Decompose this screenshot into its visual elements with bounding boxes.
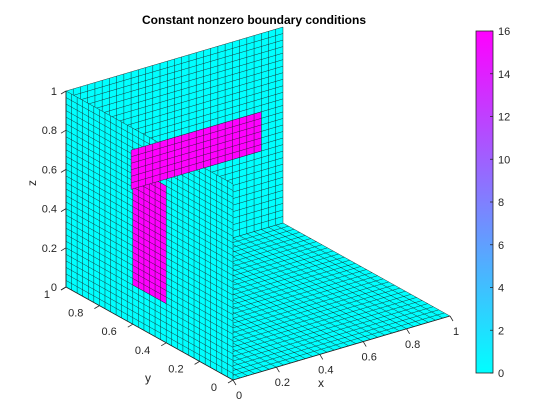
x-tick-label: 0	[236, 390, 242, 402]
z-axis-label: z	[25, 180, 39, 186]
z-tick-mark	[60, 286, 67, 291]
colorbar-tick-label: 4	[498, 283, 504, 295]
y-tick-label: 1	[44, 289, 50, 301]
colorbar-tick-label: 14	[498, 69, 510, 81]
z-tick-label: 0	[51, 282, 57, 294]
z-tick-label: 0.4	[42, 204, 57, 216]
x-tick-label: 0.8	[405, 339, 420, 351]
hot-patch-mesh	[132, 167, 167, 304]
colorbar-tick-label: 10	[498, 154, 510, 166]
x-tick-mark	[449, 315, 454, 322]
z-tick-label: 0.2	[42, 243, 57, 255]
z-tick-mark	[60, 208, 67, 212]
x-tick-mark	[232, 379, 237, 386]
y-tick-mark	[94, 305, 100, 309]
hot-patches	[130, 111, 262, 304]
x-tick-label: 1	[453, 326, 459, 338]
x-axis-line	[232, 315, 451, 381]
hot-patch-2	[130, 111, 262, 190]
x-tick-mark	[319, 354, 324, 360]
x-tick-label: 0.2	[275, 377, 290, 389]
chart-title: Constant nonzero boundary conditions	[142, 13, 366, 27]
y-axis-line	[65, 286, 234, 381]
z-tick-mark	[60, 169, 67, 173]
y-tick-label: 0	[211, 382, 217, 394]
x-axis-label: x	[318, 376, 324, 390]
colorbar-tick-label: 16	[498, 26, 510, 38]
colorbar-tick-label: 12	[498, 112, 510, 124]
x-tick-label: 0.6	[362, 352, 377, 364]
surface-plot[interactable]	[65, 26, 451, 381]
hot-patch-mesh	[130, 111, 262, 190]
colorbar-tick-label: 6	[498, 240, 504, 252]
y-tick-label: 0.4	[135, 345, 150, 357]
x-tick-mark	[406, 328, 410, 335]
y-tick-label: 0.2	[168, 363, 183, 375]
y-tick-label: 0.6	[102, 326, 117, 338]
y-tick-mark	[127, 323, 134, 328]
colorbar-tick-label: 8	[498, 197, 504, 209]
colorbar: 0 2 4 6 8 10 12 14 16	[475, 26, 510, 380]
y-tick-label: 0.8	[68, 308, 83, 320]
y-tick-mark	[194, 361, 200, 365]
x-tick-mark	[276, 366, 280, 373]
colorbar-tick-label: 0	[498, 368, 504, 380]
x-tick-label: 0.4	[318, 364, 333, 376]
z-tick-label: 0.8	[42, 125, 57, 137]
z-tick-mark	[60, 129, 67, 134]
y-tick-mark	[160, 342, 167, 347]
z-tick-mark	[60, 247, 67, 252]
hot-patch-1	[132, 167, 167, 304]
z-tick-label: 1	[51, 86, 57, 98]
y-tick-mark	[227, 379, 234, 384]
axes-3d: 00.20.40.60.8100.20.40.60.8100.20.40.60.…	[42, 86, 459, 402]
colorbar-tick-label: 2	[498, 325, 504, 337]
z-tick-label: 0.6	[42, 164, 57, 176]
z-tick-mark	[60, 90, 67, 95]
y-axis-label: y	[145, 371, 151, 385]
x-tick-mark	[362, 341, 367, 347]
